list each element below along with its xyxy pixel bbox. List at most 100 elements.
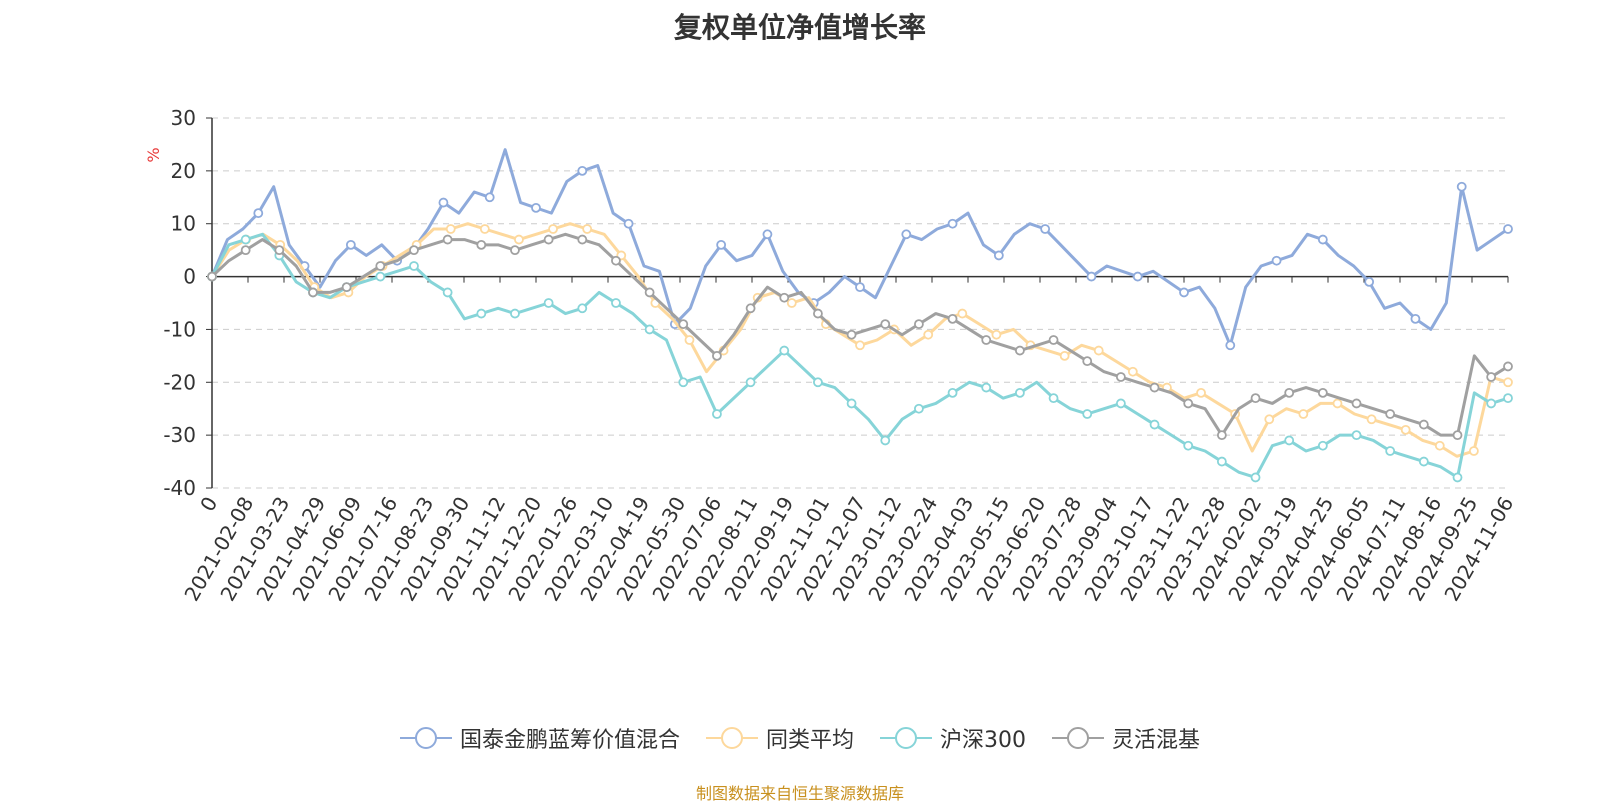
series-point	[786, 298, 797, 308]
series-point	[240, 234, 251, 245]
series-point	[253, 208, 264, 219]
series-point	[582, 224, 593, 234]
series-point	[1284, 387, 1295, 398]
series-point	[947, 218, 958, 229]
y-tick-label: 30	[171, 106, 196, 130]
series-point	[1127, 366, 1138, 377]
series-point	[1385, 409, 1396, 419]
series-point	[510, 245, 520, 256]
series-point	[901, 229, 912, 240]
series-point	[1284, 435, 1295, 446]
series-point	[1486, 398, 1497, 409]
series-point	[548, 224, 558, 234]
series-point	[644, 324, 655, 335]
y-tick-label: -30	[163, 423, 196, 447]
series-point	[1418, 419, 1429, 430]
series-point	[1040, 224, 1051, 234]
series-point	[1503, 393, 1513, 404]
series-point	[611, 298, 621, 308]
series-point	[846, 329, 857, 340]
series-point	[1317, 387, 1328, 398]
series-point	[914, 403, 924, 414]
series-point	[1179, 287, 1189, 298]
series-point	[240, 245, 251, 256]
series-point	[611, 255, 621, 266]
legend-label: 同类平均	[765, 728, 854, 753]
series-point	[1086, 271, 1097, 282]
series-point	[1216, 456, 1227, 467]
series-point	[678, 377, 689, 388]
series-point	[1298, 409, 1309, 419]
legend-symbol-icon	[880, 727, 932, 749]
series-point	[855, 340, 865, 351]
series-point	[1385, 446, 1396, 456]
series-point	[1082, 356, 1093, 367]
series-point	[1183, 398, 1194, 409]
legend-label: 灵活混基	[1112, 728, 1201, 753]
y-tick-label: 0	[183, 265, 196, 289]
legend-symbol-icon	[399, 727, 452, 749]
series-point	[442, 234, 453, 245]
series-point	[678, 319, 689, 330]
series-point	[1503, 224, 1513, 234]
series-point	[813, 377, 823, 388]
series-point	[1014, 345, 1025, 356]
series-point	[712, 409, 722, 419]
series-point	[1149, 419, 1160, 430]
series-point	[880, 319, 891, 330]
legend-item[interactable]: 沪深300	[880, 722, 1026, 754]
series-point	[1317, 440, 1328, 451]
chart-title: 复权单位净值增长率	[673, 11, 926, 44]
y-tick-label: 20	[171, 159, 196, 183]
series-point	[923, 329, 934, 340]
series-point	[543, 234, 554, 245]
legend-item[interactable]: 灵活混基	[1052, 722, 1200, 754]
series-point	[577, 234, 588, 245]
series-point	[1486, 372, 1497, 382]
series-point	[981, 335, 992, 345]
series-point	[914, 319, 924, 330]
series-point	[442, 287, 453, 298]
series-point	[1250, 393, 1261, 404]
series-point	[991, 329, 1002, 340]
series-point	[1317, 234, 1328, 245]
series-point	[846, 398, 857, 409]
grid-lines	[212, 117, 1508, 489]
legend-item[interactable]: 同类平均	[705, 722, 854, 754]
y-tick-label: -10	[163, 317, 196, 341]
series-point	[779, 292, 790, 303]
y-tick-label: -40	[163, 476, 196, 500]
y-axis-unit: %	[144, 147, 163, 162]
series-point	[543, 298, 554, 308]
legend-label: 国泰金鹏蓝筹价值混合	[459, 728, 680, 753]
series-point	[1468, 446, 1479, 456]
series-point	[993, 250, 1004, 261]
series-point	[1452, 430, 1463, 441]
series-point	[207, 271, 217, 282]
series-point	[880, 435, 891, 446]
series-point	[345, 239, 356, 250]
series-point	[1264, 414, 1275, 425]
legend-item[interactable]: 国泰金鹏蓝筹价值混合	[399, 722, 680, 754]
series-point	[476, 308, 487, 319]
series-line-1	[210, 222, 1509, 458]
legend-label: 沪深300	[940, 728, 1026, 753]
series-point	[1410, 313, 1421, 324]
axes	[206, 117, 1509, 489]
series-point	[510, 308, 520, 319]
series-point	[375, 261, 386, 271]
series-point	[1456, 181, 1467, 192]
series-point	[409, 261, 419, 271]
series-point	[1059, 350, 1070, 361]
series-point	[1400, 424, 1411, 435]
series-point	[1351, 398, 1362, 409]
series-point	[762, 229, 773, 240]
series-point	[484, 192, 495, 203]
series-point	[981, 382, 992, 393]
tick-labels: -40-30-20-10010203002021-02-082021-03-23…	[163, 106, 1518, 605]
series-point	[479, 224, 490, 234]
x-tick-label: 0	[195, 493, 222, 516]
series-point	[531, 202, 541, 213]
series-point	[947, 313, 958, 324]
